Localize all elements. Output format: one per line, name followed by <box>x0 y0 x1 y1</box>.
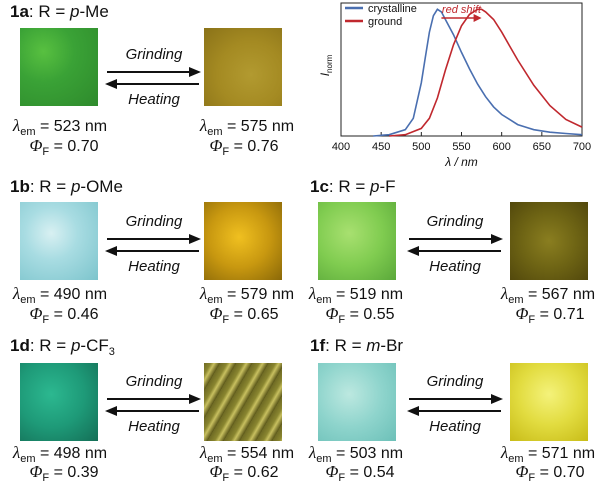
x-tick-label: 400 <box>332 141 350 153</box>
ground-sample-swatch <box>204 363 282 441</box>
panel-1a-title: 1a: R = p-Me <box>10 2 109 21</box>
quantum-yield-right: ΦF = 0.62 <box>209 462 279 484</box>
emission-wavelength-right: λem = 579 nm <box>199 284 295 306</box>
panel-1c-title: 1c: R = p-F <box>310 177 396 196</box>
grinding-label: Grinding <box>125 46 183 63</box>
emission-wavelength-left: λem = 503 nm <box>308 443 404 465</box>
crystalline-sample-swatch <box>318 202 396 280</box>
series-line-ground <box>389 8 583 137</box>
quantum-yield-right: ΦF = 0.76 <box>209 136 279 158</box>
series-line-crystalline <box>373 8 583 137</box>
red-shift-arrowhead <box>473 14 482 22</box>
emission-wavelength-left: λem = 523 nm <box>12 116 108 138</box>
emission-wavelength-right: λem = 571 nm <box>500 443 596 465</box>
ground-sample-swatch <box>204 202 282 280</box>
emission-wavelength-left: λem = 490 nm <box>12 284 108 306</box>
panel-1d-title: 1d: R = p-CF3 <box>10 336 115 358</box>
double-arrow-icon <box>105 234 201 256</box>
heating-label: Heating <box>429 258 481 275</box>
panel-1b-title: 1b: R = p-OMe <box>10 177 123 196</box>
ground-sample-swatch <box>204 28 282 106</box>
y-axis-label-subscript: norm <box>325 54 334 73</box>
quantum-yield-left: ΦF = 0.55 <box>325 304 395 326</box>
legend-label-ground: ground <box>368 16 402 28</box>
emission-wavelength-right: λem = 575 nm <box>199 116 295 138</box>
emission-wavelength-right: λem = 567 nm <box>500 284 596 306</box>
emission-wavelength-right: λem = 554 nm <box>199 443 295 465</box>
x-tick-label: 600 <box>492 141 510 153</box>
x-tick-label: 550 <box>452 141 470 153</box>
heating-label: Heating <box>128 91 180 108</box>
quantum-yield-right: ΦF = 0.71 <box>515 304 585 326</box>
crystalline-sample-swatch <box>318 363 396 441</box>
red-shift-label: red shift <box>442 4 482 16</box>
double-arrow-icon <box>105 394 201 416</box>
emission-wavelength-left: λem = 498 nm <box>12 443 108 465</box>
heating-label: Heating <box>128 418 180 435</box>
x-tick-label: 650 <box>533 141 551 153</box>
grinding-label: Grinding <box>125 373 183 390</box>
crystalline-sample-swatch <box>20 202 98 280</box>
legend-label-crystalline: crystalline <box>368 3 417 15</box>
crystalline-sample-swatch <box>20 28 98 106</box>
x-axis-label: λ / nm <box>444 155 478 169</box>
double-arrow-icon <box>407 234 503 256</box>
x-tick-label: 450 <box>372 141 390 153</box>
double-arrow-icon <box>407 394 503 416</box>
panel-1f-title: 1f: R = m-Br <box>310 336 404 355</box>
crystalline-sample-swatch <box>20 363 98 441</box>
x-tick-label: 700 <box>573 141 591 153</box>
grinding-label: Grinding <box>125 213 183 230</box>
double-arrow-icon <box>105 67 201 89</box>
quantum-yield-right: ΦF = 0.65 <box>209 304 279 326</box>
quantum-yield-left: ΦF = 0.70 <box>29 136 99 158</box>
ground-sample-swatch <box>510 363 588 441</box>
grinding-label: Grinding <box>426 213 484 230</box>
quantum-yield-left: ΦF = 0.54 <box>325 462 395 484</box>
quantum-yield-left: ΦF = 0.39 <box>29 462 99 484</box>
quantum-yield-left: ΦF = 0.46 <box>29 304 99 326</box>
heating-label: Heating <box>429 418 481 435</box>
quantum-yield-right: ΦF = 0.70 <box>515 462 585 484</box>
heating-label: Heating <box>128 258 180 275</box>
y-axis-label: Inorm <box>318 54 334 76</box>
ground-sample-swatch <box>510 202 588 280</box>
x-tick-label: 500 <box>412 141 430 153</box>
grinding-label: Grinding <box>426 373 484 390</box>
emission-wavelength-left: λem = 519 nm <box>308 284 404 306</box>
